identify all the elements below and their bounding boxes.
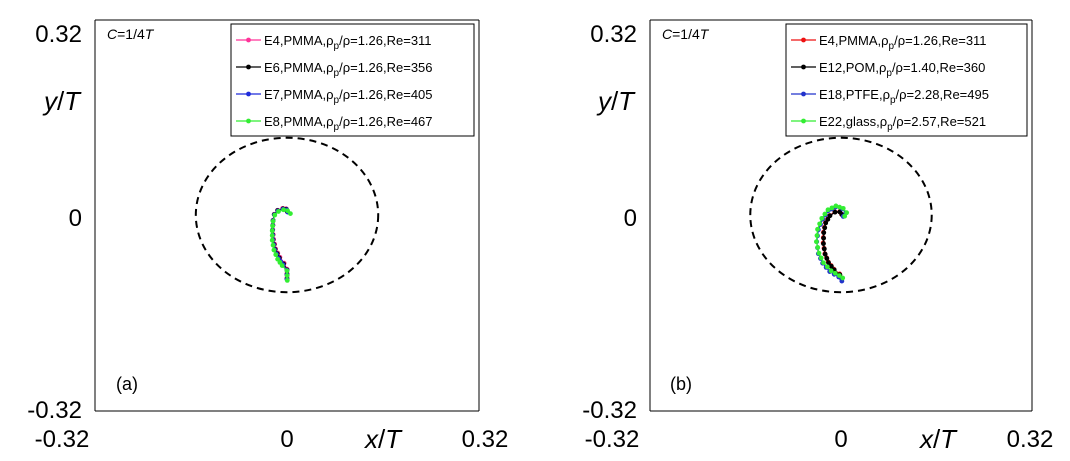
data-point (821, 230, 827, 236)
data-point (824, 256, 830, 261)
data-point (270, 242, 276, 248)
data-point (821, 260, 826, 266)
data-point (269, 237, 275, 243)
data-point (832, 270, 838, 276)
data-point (828, 263, 834, 269)
legend-label: E4,PMMA,ρp/ρ=1.26,Re=311 (264, 33, 432, 52)
x-tick-label: 0.32 (462, 426, 509, 453)
data-point (840, 205, 846, 211)
legend-label: E12,POM,ρp/ρ=1.40,Re=360 (819, 60, 985, 79)
data-point (840, 275, 846, 281)
data-point (288, 211, 293, 216)
data-point (276, 209, 281, 214)
reference-circle (194, 136, 380, 294)
data-point (832, 209, 838, 215)
legend-swatch-marker (246, 64, 251, 70)
data-point (284, 277, 290, 283)
condition-label: C=1/4T (662, 26, 710, 42)
y-axis-label: y/T (42, 86, 82, 116)
legend-swatch-marker (801, 91, 806, 97)
legend-swatch-marker (801, 64, 806, 70)
data-point (824, 264, 830, 270)
data-point (826, 260, 831, 266)
legend-label: E6,PMMA,ρp/ρ=1.26,Re=356 (264, 60, 433, 79)
condition-label: C=1/4T (107, 26, 155, 42)
data-point (815, 226, 820, 232)
data-point (828, 268, 834, 274)
y-tick-label: 0.32 (590, 21, 637, 48)
data-point (833, 203, 839, 209)
data-point (821, 235, 827, 241)
y-tick-label: -0.32 (27, 397, 82, 424)
x-tick-label: 0 (834, 426, 847, 453)
data-point (837, 204, 842, 210)
legend-label: E18,PTFE,ρp/ρ=2.28,Re=495 (819, 87, 989, 106)
legend-label: E8,PMMA,ρp/ρ=1.26,Re=467 (264, 114, 433, 133)
data-point (821, 241, 826, 247)
x-axis-label: x/T (363, 424, 403, 454)
data-point (817, 221, 823, 227)
y-axis-label: y/T (596, 86, 636, 116)
panel-b: E4,PMMA,ρp/ρ=1.26,Re=311 E12,POM,ρp/ρ=1.4… (582, 19, 1054, 454)
x-tick-label: 0 (280, 426, 293, 453)
data-point (825, 207, 831, 213)
y-tick-label: 0 (69, 205, 82, 232)
data-point (814, 233, 820, 238)
legend-label: E22,glass,ρp/ρ=2.57,Re=521 (819, 114, 986, 133)
data-point (271, 247, 277, 253)
data-point (275, 256, 281, 262)
legend-swatch-marker (246, 118, 251, 124)
panel-a: E4,PMMA,ρp/ρ=1.26,Re=311 E6,PMMA,ρp/ρ=1.2… (27, 19, 509, 454)
legend-label: E7,PMMA,ρp/ρ=1.26,Re=405 (264, 87, 433, 106)
data-point (284, 268, 290, 274)
data-point (272, 212, 278, 218)
x-tick-label: -0.32 (585, 426, 640, 453)
legend-box (230, 23, 475, 137)
data-point (270, 218, 276, 224)
data-point (814, 239, 819, 245)
data-point (822, 225, 828, 231)
data-point (819, 215, 825, 221)
data-point (816, 250, 822, 256)
legend-box (785, 23, 1028, 137)
data-point (269, 233, 275, 238)
data-point (822, 251, 828, 257)
data-point (284, 273, 290, 279)
y-tick-label: 0 (624, 205, 637, 232)
data-point (822, 211, 828, 217)
data-point (823, 220, 829, 226)
panel-label: (b) (670, 374, 692, 394)
x-tick-label: 0.32 (1007, 426, 1054, 453)
legend-swatch-marker (801, 37, 806, 43)
panel-label: (a) (116, 374, 138, 394)
reference-circle (749, 136, 933, 294)
data-point (273, 252, 279, 258)
data-point (836, 273, 842, 279)
data-point (829, 205, 835, 211)
data-point (818, 255, 824, 261)
legend-swatch-marker (246, 91, 251, 97)
data-point (281, 207, 286, 213)
legend-label: E4,PMMA,ρp/ρ=1.26,Re=311 (819, 33, 987, 52)
legend-swatch-marker (246, 37, 251, 43)
data-point (821, 246, 827, 252)
x-axis-label: x/T (918, 424, 958, 454)
x-tick-label: -0.32 (35, 426, 90, 453)
data-point (269, 228, 275, 234)
data-point (842, 213, 848, 219)
data-point (815, 245, 821, 250)
data-point (844, 210, 850, 216)
data-point (825, 216, 831, 222)
legend-swatch-marker (801, 118, 806, 124)
y-tick-label: 0.32 (35, 21, 82, 48)
data-point (827, 213, 833, 219)
y-tick-label: -0.32 (582, 397, 637, 424)
data-point (270, 223, 276, 229)
